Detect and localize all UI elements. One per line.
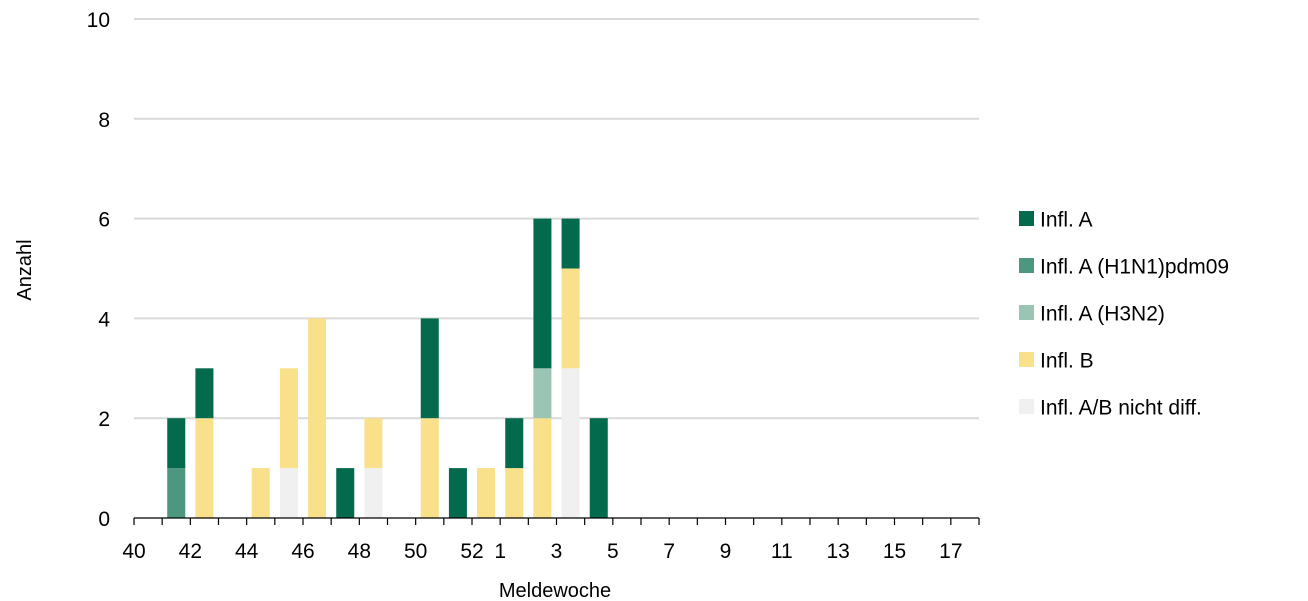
x-tick-label: 46	[291, 540, 314, 563]
x-axis	[133, 517, 980, 525]
y-tick-label: 10	[87, 9, 110, 32]
y-axis-tick-labels: 0 2 4 6 8 10	[87, 9, 111, 531]
y-tick-label: 6	[98, 209, 110, 232]
legend: Infl. A Infl. A (H1N1)pdm09 Infl. A (H3N2)…	[1019, 209, 1229, 420]
x-tick-label: 17	[939, 540, 962, 563]
x-tick-label: 44	[235, 540, 259, 563]
bar-segment-infl-a	[336, 468, 355, 518]
x-tick-label: 40	[122, 540, 145, 563]
y-tick-label: 8	[98, 109, 110, 132]
legend-label: Infl. B	[1040, 350, 1094, 373]
bar-segment-infl-b	[561, 268, 580, 369]
bar-segment-infl-a	[505, 418, 524, 469]
bar-segment-infl-a	[420, 318, 439, 419]
bar-segment-infl-a-b-nicht-diff	[561, 368, 580, 518]
legend-swatch	[1019, 258, 1034, 273]
x-tick-label: 7	[663, 540, 675, 563]
x-tick-label: 13	[826, 540, 849, 563]
bar-segment-infl-a	[167, 418, 186, 469]
y-tick-label: 0	[98, 508, 110, 531]
bar-segment-infl-a	[589, 418, 608, 518]
bars	[167, 218, 608, 518]
y-axis-title: Anzahl	[14, 239, 36, 300]
bar-segment-infl-a-b-nicht-diff	[279, 468, 298, 518]
bar-segment-infl-b	[195, 418, 214, 518]
legend-swatch	[1019, 352, 1034, 367]
legend-swatch	[1019, 305, 1034, 320]
x-tick-label: 50	[404, 540, 427, 563]
x-tick-label: 3	[551, 540, 563, 563]
x-tick-label: 11	[771, 540, 793, 563]
bar-segment-infl-b	[364, 418, 383, 469]
bar-segment-infl-a	[533, 218, 552, 369]
bar-segment-infl-a-h1n1-pdm09	[167, 468, 186, 518]
bar-segment-infl-b	[505, 468, 524, 518]
y-tick-label: 4	[98, 308, 110, 331]
x-tick-label: 9	[720, 540, 732, 563]
bar-segment-infl-b	[251, 468, 270, 518]
gridlines	[134, 18, 979, 420]
legend-label: Infl. A (H1N1)pdm09	[1040, 256, 1229, 279]
x-tick-label: 5	[607, 540, 619, 563]
bar-segment-infl-a-h3n2	[533, 368, 552, 419]
bar-segment-infl-b	[279, 368, 298, 469]
y-tick-label: 2	[98, 408, 110, 431]
x-tick-label: 15	[883, 540, 906, 563]
x-tick-label: 52	[460, 540, 483, 563]
bar-segment-infl-b	[308, 318, 327, 518]
legend-swatch	[1019, 399, 1034, 414]
bar-segment-infl-a-b-nicht-diff	[364, 468, 383, 518]
bar-segment-infl-a	[448, 468, 467, 518]
x-tick-label: 42	[179, 540, 202, 563]
x-tick-label: 1	[494, 540, 506, 563]
legend-label: Infl. A	[1040, 209, 1093, 232]
bar-segment-infl-b	[533, 418, 552, 518]
x-tick-label: 48	[348, 540, 371, 563]
legend-swatch	[1019, 211, 1034, 226]
bar-segment-infl-b	[420, 418, 439, 518]
bar-segment-infl-a	[195, 368, 214, 419]
legend-label: Infl. A/B nicht diff.	[1040, 397, 1202, 420]
x-axis-tick-labels: 40 42 44 46 48 50 52 1 3 5 7 9 11 13 15 17	[122, 540, 962, 563]
bar-segment-infl-b	[477, 468, 496, 518]
x-axis-title: Meldewoche	[499, 580, 611, 601]
bar-segment-infl-a	[561, 218, 580, 269]
legend-label: Infl. A (H3N2)	[1040, 303, 1165, 326]
